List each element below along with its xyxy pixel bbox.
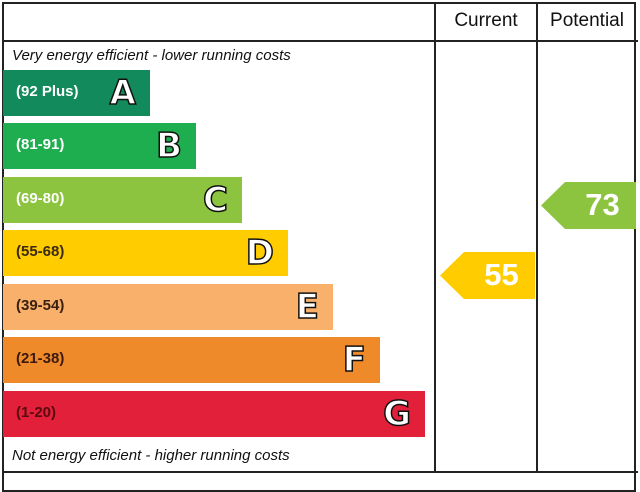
band-letter: E <box>295 286 320 328</box>
band-range-label: (92 Plus) <box>16 83 79 100</box>
band-letter: D <box>245 232 275 274</box>
band-range-label: (81-91) <box>16 136 65 153</box>
header-divider <box>2 40 638 42</box>
current-column-divider <box>434 2 436 472</box>
band-d: (55-68) D <box>3 230 288 276</box>
band-letter: G <box>382 393 411 435</box>
band-range-label: (39-54) <box>16 297 65 314</box>
bottom-note: Not energy efficient - higher running co… <box>12 447 290 464</box>
footer-divider <box>2 471 638 473</box>
potential-rating-value: 73 <box>585 187 620 222</box>
top-note: Very energy efficient - lower running co… <box>12 47 291 64</box>
potential-column-divider <box>536 2 538 472</box>
current-column-header: Current <box>454 10 518 31</box>
potential-rating-arrow: 73 <box>541 182 636 229</box>
band-range-label: (55-68) <box>16 243 65 260</box>
band-a: (92 Plus) A <box>3 70 150 116</box>
current-rating-value: 55 <box>484 257 519 292</box>
band-e: (39-54) E <box>3 284 333 330</box>
band-range-label: (21-38) <box>16 350 65 367</box>
band-c: (69-80) C <box>3 177 242 223</box>
band-range-label: (69-80) <box>16 190 65 207</box>
band-letter: A <box>109 72 137 114</box>
band-g: (1-20) G <box>3 391 425 437</box>
band-f: (21-38) F <box>3 337 380 383</box>
potential-column-header: Potential <box>550 10 624 31</box>
band-letter: B <box>155 125 182 167</box>
band-letter: C <box>202 179 228 221</box>
band-b: (81-91) B <box>3 123 196 169</box>
band-range-label: (1-20) <box>16 404 57 421</box>
band-letter: F <box>342 339 367 381</box>
